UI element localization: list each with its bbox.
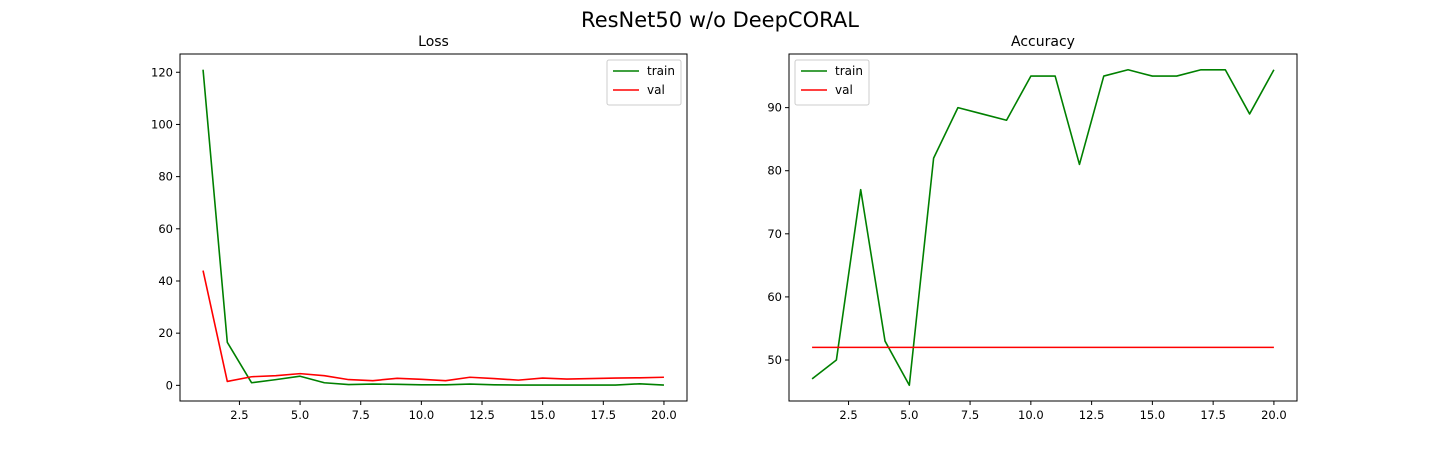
accuracy-x-tick-label: 2.5: [839, 408, 857, 422]
loss-x-tick-label: 10.0: [409, 408, 435, 422]
accuracy-x-tick-label: 10.0: [1018, 408, 1044, 422]
accuracy-plot-frame: [788, 53, 1298, 402]
loss-x-tick-label: 12.5: [469, 408, 495, 422]
accuracy-subplot: Accuracy 2.5 5.0 7.5 10.0 12.5 15.0 17.5 20.0 50 6…: [767, 34, 1298, 422]
accuracy-y-tick-label: 90: [767, 101, 782, 115]
loss-subplot: Loss 2.5 5.0 7.5 10.0 12.5 15.0 17.5 20.0 0 20 40 60…: [151, 34, 688, 422]
loss-x-tick-label: 5.0: [291, 408, 309, 422]
accuracy-legend-val-label: val: [835, 83, 853, 97]
figure-title: ResNet50 w/o DeepCORAL: [581, 8, 859, 32]
accuracy-y-tick-label: 70: [767, 227, 782, 241]
loss-y-tick-label: 120: [151, 65, 173, 79]
loss-plot-frame: [179, 53, 688, 402]
loss-x-tick-label: 2.5: [230, 408, 248, 422]
accuracy-train-line: [811, 68, 1275, 387]
loss-train-line: [202, 69, 664, 386]
loss-val-line: [202, 270, 664, 383]
loss-legend-val-label: val: [647, 83, 665, 97]
loss-title: Loss: [418, 34, 449, 50]
loss-y-tick-label: 20: [158, 326, 173, 340]
accuracy-x-tick-label: 12.5: [1079, 408, 1105, 422]
accuracy-legend: train val: [794, 59, 870, 106]
loss-y-tick-label: 0: [166, 378, 173, 392]
accuracy-x-tick-label: 5.0: [900, 408, 918, 422]
accuracy-x-tick-label: 7.5: [961, 408, 979, 422]
loss-legend-train-label: train: [647, 64, 675, 78]
loss-y-tick-label: 100: [151, 117, 173, 131]
loss-x-tick-label: 17.5: [591, 408, 617, 422]
loss-y-tick-label: 80: [158, 170, 173, 184]
loss-y-tick-label: 40: [158, 274, 173, 288]
loss-x-tick-label: 15.0: [530, 408, 556, 422]
accuracy-x-tick-label: 15.0: [1140, 408, 1166, 422]
accuracy-x-tick-label: 20.0: [1261, 408, 1287, 422]
loss-x-tick-label: 20.0: [651, 408, 677, 422]
loss-y-tick-label: 60: [158, 222, 173, 236]
accuracy-legend-train-label: train: [835, 64, 863, 78]
accuracy-y-tick-label: 50: [767, 353, 782, 367]
accuracy-y-tick-label: 60: [767, 290, 782, 304]
accuracy-x-tick-label: 17.5: [1200, 408, 1226, 422]
accuracy-title: Accuracy: [1011, 34, 1075, 50]
loss-x-tick-label: 7.5: [352, 408, 370, 422]
accuracy-y-tick-label: 80: [767, 164, 782, 178]
loss-legend: train val: [606, 59, 682, 106]
